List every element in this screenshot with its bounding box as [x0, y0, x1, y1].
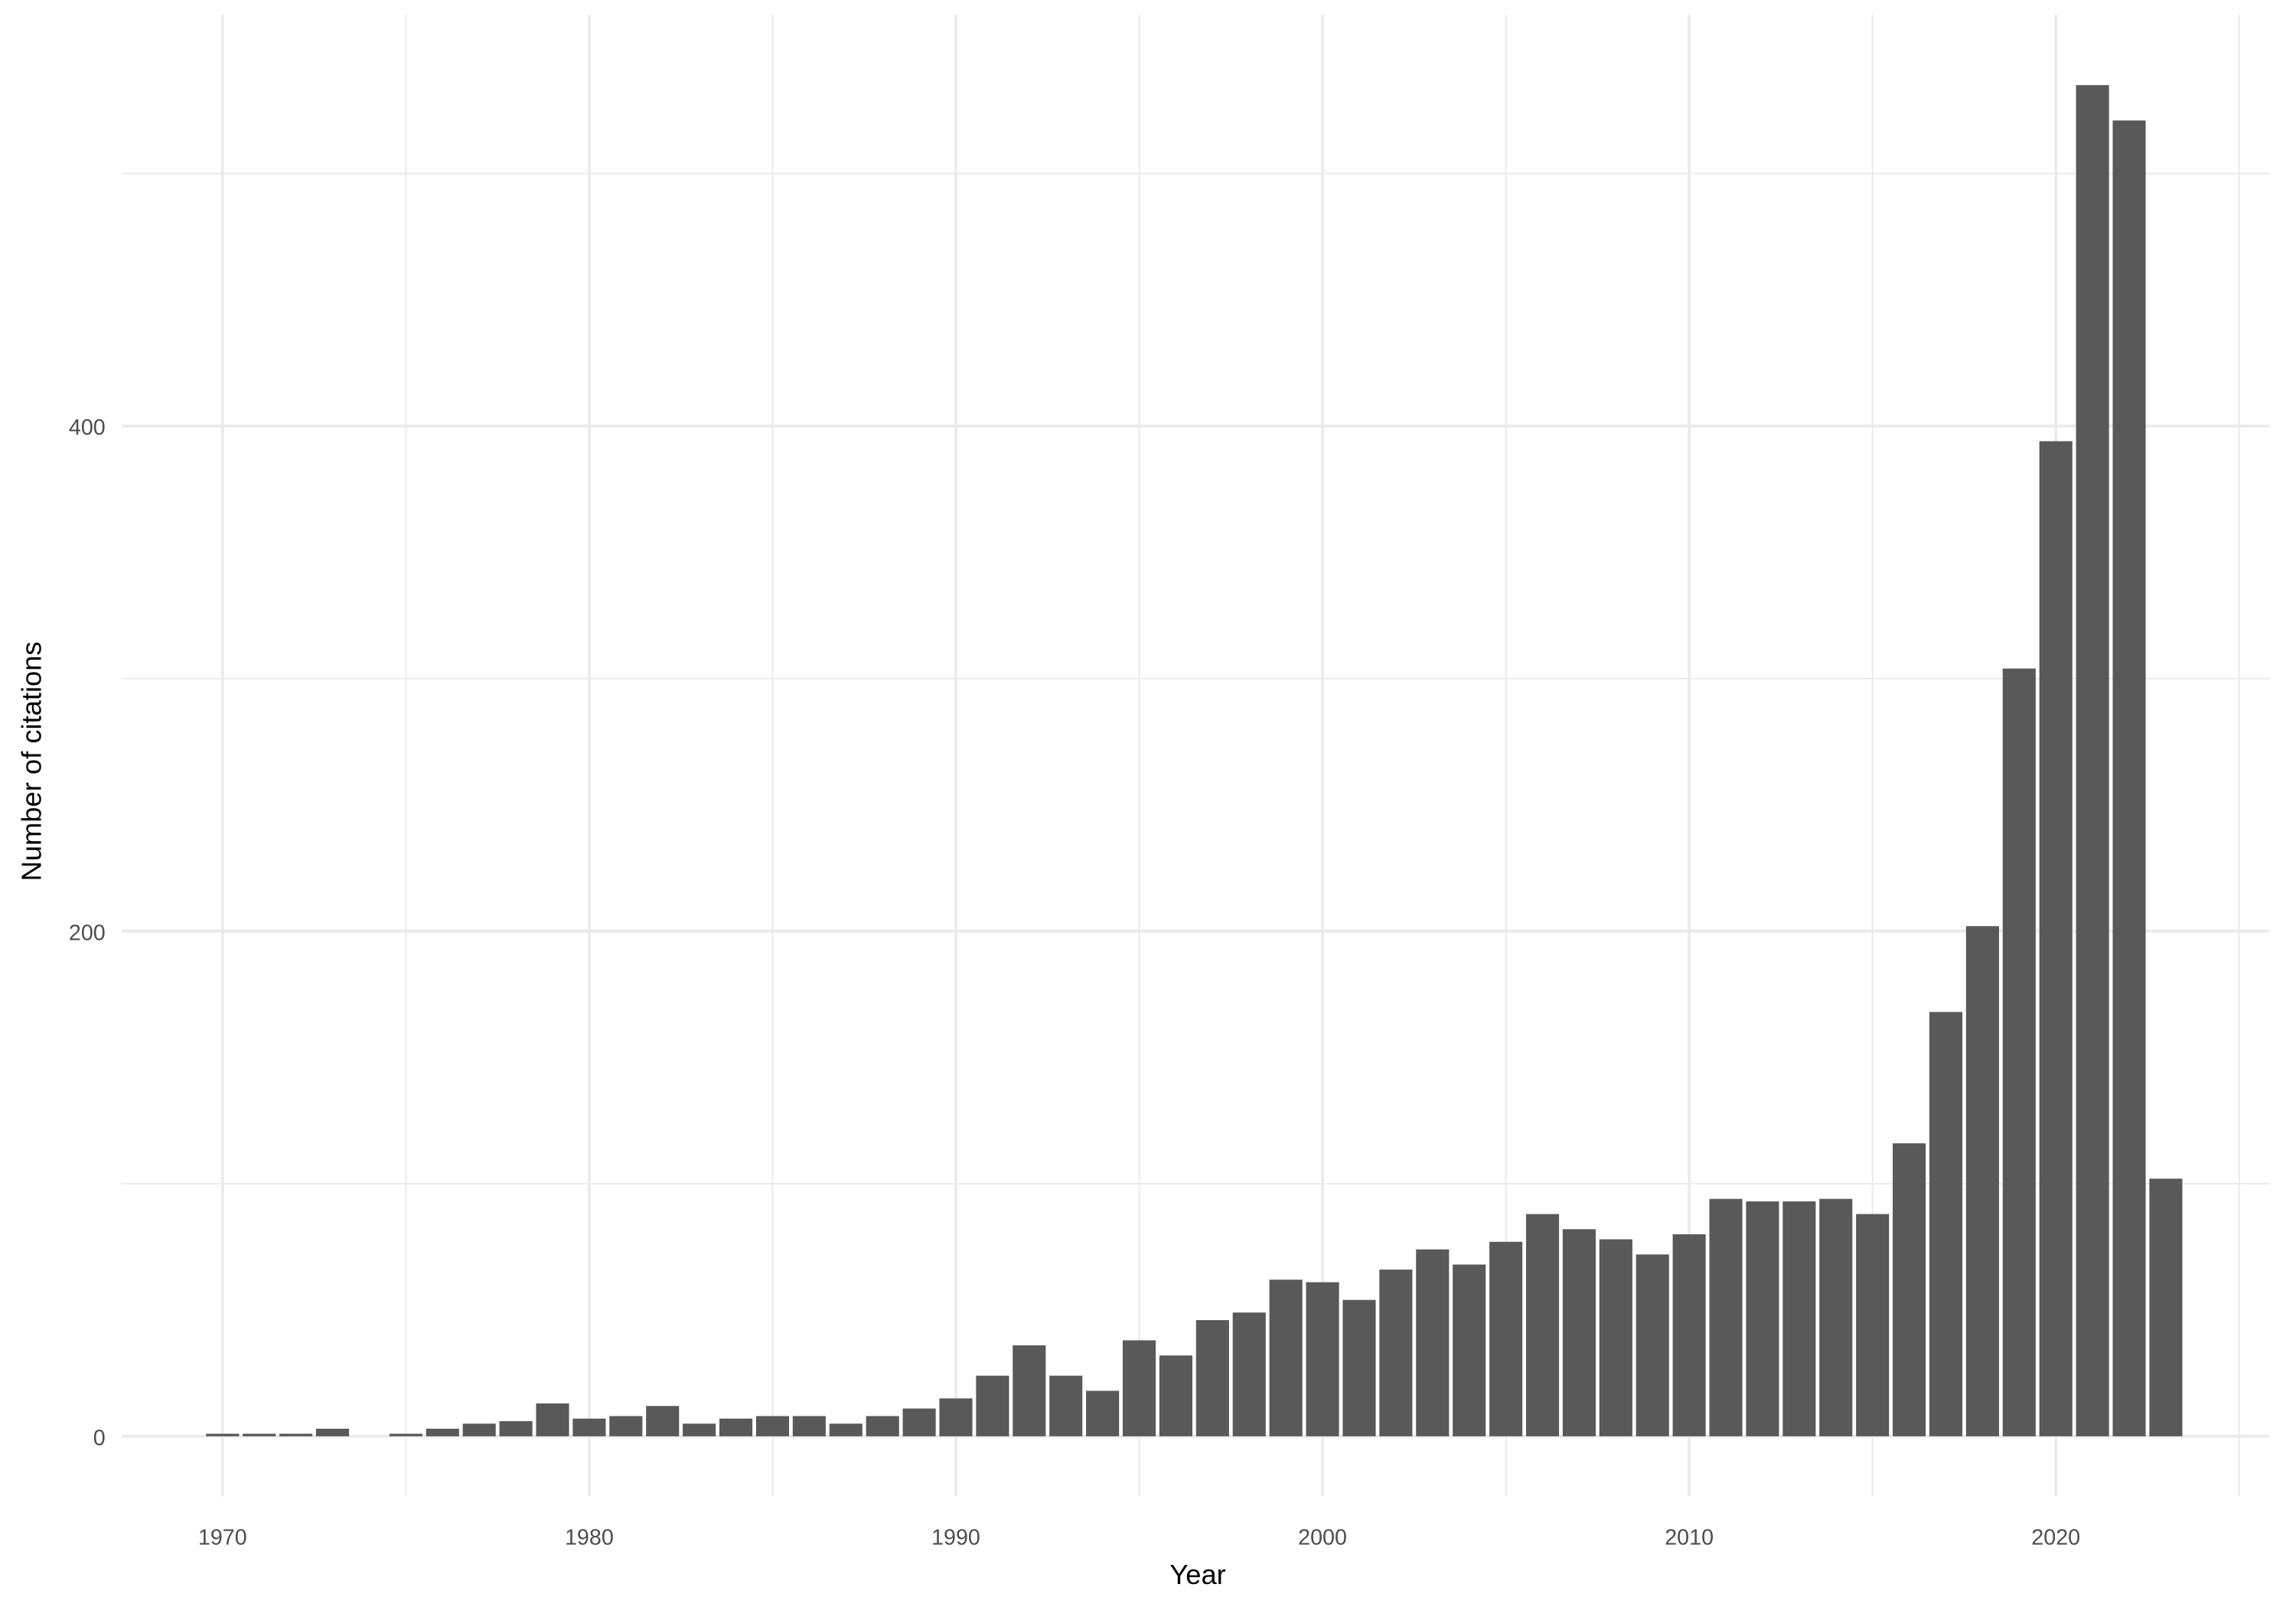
- bar-2019: [2002, 668, 2036, 1436]
- bar-1994: [1086, 1390, 1120, 1436]
- bar-1990: [939, 1398, 973, 1436]
- bar-1970: [206, 1433, 240, 1436]
- bar-1977: [462, 1423, 496, 1436]
- bar-2009: [1636, 1254, 1669, 1436]
- y-tick-labels: 0 200 400: [69, 416, 106, 1450]
- bar-1998: [1232, 1312, 1266, 1436]
- bar-2023: [2149, 1178, 2183, 1436]
- bar-2017: [1929, 1012, 1963, 1436]
- bar-2010: [1672, 1234, 1706, 1436]
- bar-1988: [866, 1416, 899, 1436]
- bar-2021: [2076, 85, 2109, 1436]
- bar-2008: [1599, 1239, 1632, 1436]
- y-tick-label: 0: [93, 1426, 106, 1450]
- bar-1972: [279, 1433, 313, 1436]
- bar-2006: [1525, 1214, 1560, 1436]
- y-tick-label: 400: [69, 416, 106, 440]
- bar-1982: [646, 1406, 680, 1436]
- bar-2000: [1306, 1282, 1339, 1436]
- x-tick-label: 1990: [931, 1525, 980, 1550]
- bar-2003: [1416, 1249, 1450, 1436]
- bar-1986: [792, 1416, 826, 1436]
- bar-1981: [609, 1416, 643, 1436]
- x-tick-label: 2000: [1298, 1525, 1347, 1550]
- x-tick-label: 2020: [2031, 1525, 2080, 1550]
- bar-1984: [719, 1418, 753, 1436]
- x-axis-title: Year: [1169, 1559, 1225, 1590]
- bar-2013: [1782, 1201, 1816, 1436]
- x-tick-label: 2010: [1665, 1525, 1714, 1550]
- bar-1993: [1049, 1375, 1083, 1436]
- bar-2022: [2112, 120, 2146, 1436]
- x-tick-label: 1980: [565, 1525, 614, 1550]
- bar-1996: [1159, 1355, 1192, 1436]
- bar-2018: [1965, 926, 1999, 1436]
- bar-1991: [976, 1375, 1009, 1436]
- bar-2005: [1489, 1241, 1523, 1436]
- bar-1985: [755, 1416, 789, 1436]
- bar-2015: [1856, 1214, 1890, 1436]
- bar-1987: [829, 1423, 863, 1436]
- bar-2007: [1562, 1229, 1596, 1436]
- bar-1975: [389, 1433, 422, 1436]
- bar-2011: [1709, 1198, 1743, 1436]
- bar-1976: [426, 1429, 459, 1436]
- bar-2001: [1342, 1299, 1376, 1436]
- bar-1979: [536, 1403, 569, 1436]
- bar-1995: [1122, 1340, 1156, 1436]
- bar-1978: [499, 1421, 533, 1436]
- x-tick-label: 1970: [198, 1525, 247, 1550]
- bar-1973: [315, 1429, 350, 1436]
- bar-1999: [1269, 1279, 1303, 1436]
- bar-2014: [1819, 1198, 1853, 1436]
- bar-2002: [1379, 1270, 1413, 1436]
- bar-1980: [572, 1418, 606, 1436]
- y-axis-title: Number of citations: [16, 641, 47, 881]
- bar-2004: [1453, 1264, 1486, 1436]
- bar-1992: [1013, 1345, 1046, 1436]
- bars: [206, 85, 2183, 1436]
- bar-1971: [243, 1433, 276, 1436]
- bar-2016: [1893, 1143, 1926, 1436]
- bar-2020: [2039, 441, 2073, 1436]
- x-tick-labels: 1970 1980 1990 2000 2010 2020: [198, 1525, 2080, 1550]
- bar-1989: [902, 1408, 936, 1436]
- bar-2012: [1746, 1201, 1779, 1436]
- y-tick-label: 200: [69, 921, 106, 945]
- bar-1997: [1195, 1320, 1229, 1436]
- bar-1983: [683, 1423, 716, 1436]
